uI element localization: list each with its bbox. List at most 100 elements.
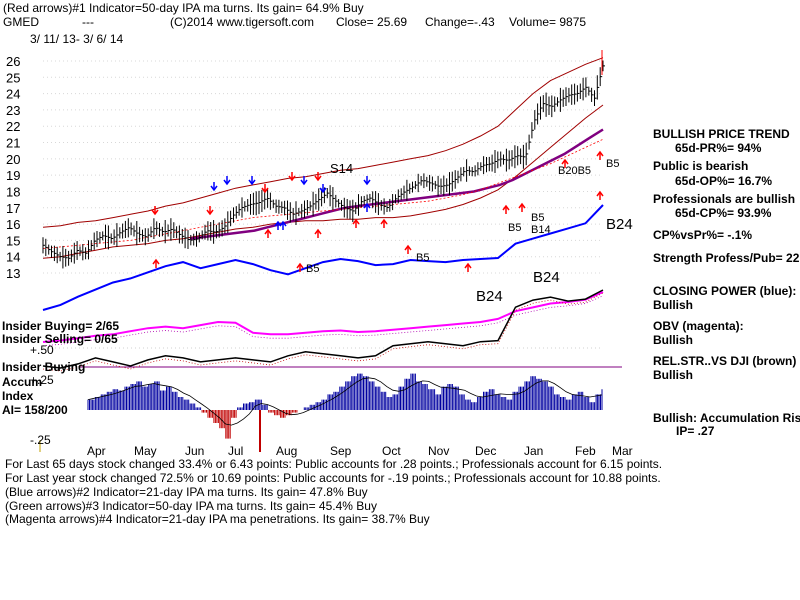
arrow-head bbox=[248, 179, 256, 186]
annotation-s14: S14 bbox=[330, 161, 354, 176]
long-moving-average bbox=[189, 128, 604, 241]
arrow-head bbox=[464, 262, 472, 269]
arrow-head bbox=[296, 262, 304, 269]
month-label: Dec bbox=[475, 444, 496, 458]
arrow-head bbox=[261, 187, 269, 194]
arrow-head bbox=[404, 244, 412, 251]
accum-ma-line bbox=[87, 377, 603, 426]
rel-strength-status: Bullish bbox=[653, 368, 694, 382]
month-label: Aug bbox=[276, 444, 297, 458]
month-label: Jul bbox=[228, 444, 243, 458]
insider-buying-2: Insider Buying bbox=[2, 360, 86, 374]
footer-line2: For Last year stock changed 72.5% or 10.… bbox=[5, 471, 661, 485]
annotation-b20b5: B20B5 bbox=[558, 165, 592, 177]
arrow-head bbox=[300, 179, 308, 186]
arrow-head bbox=[206, 209, 214, 216]
arrow-head bbox=[502, 204, 510, 211]
close-value: Close= 25.69 bbox=[336, 15, 408, 29]
arrow-head bbox=[288, 175, 296, 182]
y-tick-label: 20 bbox=[6, 152, 20, 167]
professionals-status: Professionals are bullish bbox=[653, 192, 796, 206]
annotation-b5-2: B5 bbox=[416, 252, 430, 264]
axis-minus-25: -.25 bbox=[30, 433, 51, 447]
strength-ratio: Strength Profess/Pub= 22 bbox=[653, 251, 800, 265]
accumulation-bars bbox=[87, 373, 603, 452]
arrow-head bbox=[279, 220, 287, 227]
month-label: Sep bbox=[330, 444, 352, 458]
footer-line3: (Blue arrows)#2 Indicator=21-day IPA ma … bbox=[5, 485, 368, 499]
y-tick-label: 17 bbox=[6, 201, 20, 216]
ip-value: IP= .27 bbox=[676, 424, 715, 438]
month-label: May bbox=[134, 444, 157, 458]
accumulation-status: Bullish: Accumulation Risi bbox=[653, 411, 800, 425]
arrow-head bbox=[596, 190, 604, 197]
obv-status: Bullish bbox=[653, 333, 694, 347]
y-tick-label: 22 bbox=[6, 119, 20, 134]
arrow-head bbox=[152, 258, 160, 265]
annotation-b24-1: B24 bbox=[606, 216, 633, 233]
closing-power-label: CLOSING POWER (blue): bbox=[653, 284, 797, 298]
header-dashes: --- bbox=[82, 15, 94, 29]
y-tick-label: 24 bbox=[6, 87, 20, 102]
arrow-head bbox=[314, 175, 322, 182]
rel-strength-ma-line bbox=[42, 292, 604, 372]
month-label: Jan bbox=[524, 444, 543, 458]
index-label: Index bbox=[2, 389, 34, 403]
signal-arrows bbox=[151, 150, 604, 272]
month-label: Mar bbox=[612, 444, 633, 458]
insider-buying: Insider Buying= 2/65 bbox=[2, 319, 120, 333]
axis-plus-25: +.25 bbox=[30, 373, 54, 387]
footer-line5: (Magenta arrows)#4 Indicator=21-day IPA … bbox=[5, 512, 430, 526]
date-range: 3/ 11/ 13- 3/ 6/ 14 bbox=[30, 32, 124, 46]
arrow-head bbox=[319, 187, 327, 194]
month-label: Feb bbox=[575, 444, 596, 458]
annotation-b5-1: B5 bbox=[306, 263, 320, 275]
arrow-head bbox=[151, 209, 159, 216]
annotation-b5-5: B5 bbox=[606, 158, 620, 170]
cp-value: 65d-CP%= 93.9% bbox=[675, 206, 772, 220]
arrow-head bbox=[363, 179, 371, 186]
arrow-head bbox=[561, 158, 569, 165]
annotation-b14: B14 bbox=[531, 224, 551, 236]
y-tick-label: 13 bbox=[6, 266, 20, 281]
month-label: Apr bbox=[87, 444, 106, 458]
axis-plus-50: +.50 bbox=[30, 343, 54, 357]
op-value: 65d-OP%= 16.7% bbox=[675, 174, 773, 188]
month-labels: Apr May Jun Jul Aug Sep Oct Nov Dec Jan Feb Mar bbox=[87, 444, 633, 458]
accum-label: Accum bbox=[2, 375, 43, 389]
arrow-head bbox=[363, 202, 371, 209]
y-tick-label: 19 bbox=[6, 168, 20, 183]
arrow-head bbox=[596, 150, 604, 157]
arrow-head bbox=[380, 218, 388, 225]
header-line1: (Red arrows)#1 Indicator=50-day IPA ma t… bbox=[3, 1, 364, 15]
grid-lines bbox=[39, 60, 622, 452]
footer-line1: For Last 65 days stock changed 33.4% or … bbox=[5, 457, 663, 471]
obv-line bbox=[42, 291, 604, 343]
month-label: Oct bbox=[382, 444, 401, 458]
y-tick-label: 26 bbox=[6, 54, 20, 69]
y-tick-label: 15 bbox=[6, 233, 20, 248]
copyright: (C)2014 www.tigersoft.com bbox=[170, 15, 315, 29]
arrow-head bbox=[314, 228, 322, 235]
arrow-head bbox=[352, 218, 360, 225]
y-tick-label: 16 bbox=[6, 217, 20, 232]
arrow-head bbox=[274, 220, 282, 227]
bullish-price-trend: BULLISH PRICE TREND bbox=[653, 127, 790, 141]
annotation-b24-2: B24 bbox=[533, 269, 560, 286]
rel-strength-label: REL.STR..VS DJI (brown) bbox=[653, 354, 797, 368]
annotation-b5-4: B5 bbox=[531, 212, 545, 224]
obv-ma-line bbox=[42, 295, 604, 347]
closing-power-line bbox=[42, 204, 604, 311]
y-tick-label: 25 bbox=[6, 70, 20, 85]
rel-strength-line bbox=[42, 289, 604, 369]
upper-band bbox=[42, 57, 604, 228]
y-tick-label: 18 bbox=[6, 184, 20, 199]
change-value: Change=-.43 bbox=[425, 15, 495, 29]
month-label: Nov bbox=[428, 444, 449, 458]
volume-value: Volume= 9875 bbox=[509, 15, 587, 29]
pr-value: 65d-PR%= 94% bbox=[675, 141, 762, 155]
annotation-b24-3: B24 bbox=[476, 288, 503, 305]
